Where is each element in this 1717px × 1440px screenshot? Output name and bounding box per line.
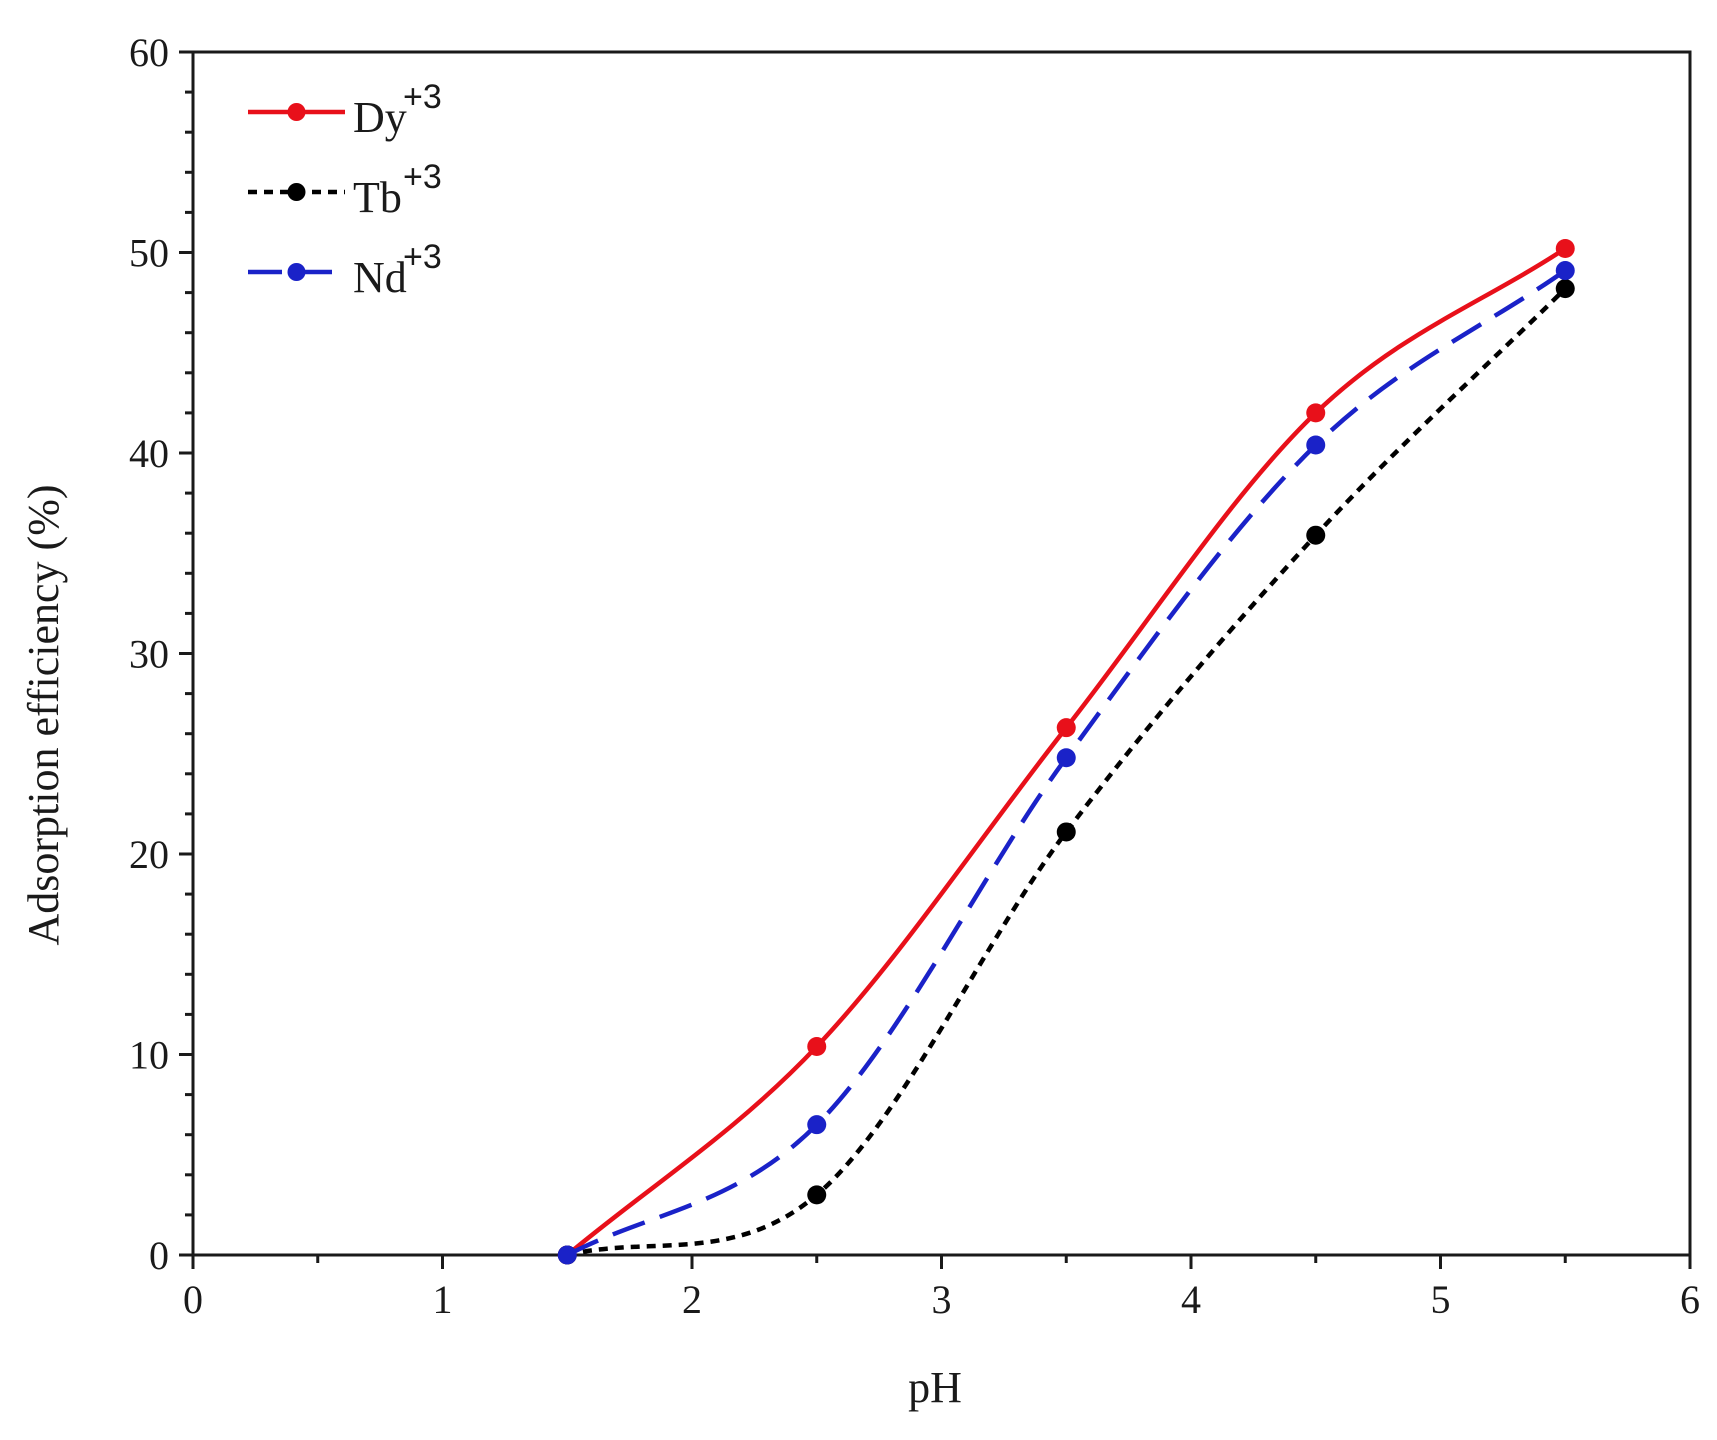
x-tick-label: 0 bbox=[183, 1277, 203, 1322]
legend-item-nd: Nd+3 bbox=[248, 238, 442, 302]
y-axis: 0 10 20 30 40 50 60 bbox=[129, 30, 193, 1278]
legend-superscript: +3 bbox=[403, 238, 442, 276]
legend-item-tb: Tb +3 bbox=[248, 158, 442, 222]
legend-item-dy: Dy+3 bbox=[248, 78, 442, 142]
y-tick-label: 10 bbox=[129, 1033, 169, 1078]
data-point bbox=[1056, 822, 1076, 842]
legend: Dy+3Tb +3Nd+3 bbox=[248, 78, 442, 302]
legend-label: Nd bbox=[353, 253, 407, 302]
data-point bbox=[807, 1185, 827, 1205]
y-tick-label: 40 bbox=[129, 431, 169, 476]
legend-label: Dy bbox=[353, 93, 407, 142]
data-point bbox=[1555, 238, 1575, 258]
data-point bbox=[1306, 525, 1326, 545]
y-tick-label: 60 bbox=[129, 30, 169, 75]
legend-marker bbox=[287, 263, 306, 281]
x-axis-title: pH bbox=[908, 1363, 962, 1412]
x-tick-label: 1 bbox=[433, 1277, 453, 1322]
data-point bbox=[807, 1115, 827, 1135]
legend-marker bbox=[287, 183, 306, 201]
data-point bbox=[1056, 718, 1076, 738]
x-tick-label: 6 bbox=[1680, 1277, 1700, 1322]
y-tick-label: 50 bbox=[129, 231, 169, 276]
data-point bbox=[1056, 748, 1076, 768]
data-point bbox=[1306, 403, 1326, 423]
data-point bbox=[1306, 435, 1326, 455]
y-tick-label: 20 bbox=[129, 832, 169, 877]
data-point bbox=[807, 1036, 827, 1056]
legend-superscript: +3 bbox=[403, 78, 442, 116]
legend-marker bbox=[287, 103, 306, 121]
y-axis-title: Adsorption efficiency (%) bbox=[19, 484, 68, 945]
x-axis: 0 1 2 3 4 5 6 bbox=[183, 1255, 1700, 1322]
data-point bbox=[1555, 279, 1575, 299]
y-tick-label: 0 bbox=[149, 1233, 169, 1278]
x-tick-label: 2 bbox=[682, 1277, 702, 1322]
series-layer bbox=[557, 238, 1575, 1265]
series-line bbox=[566, 286, 1567, 1258]
x-tick-label: 4 bbox=[1181, 1277, 1201, 1322]
data-point bbox=[1555, 261, 1575, 281]
series-nd bbox=[557, 261, 1575, 1265]
legend-label: Tb bbox=[353, 173, 402, 222]
y-tick-label: 30 bbox=[129, 632, 169, 677]
x-tick-label: 3 bbox=[932, 1277, 952, 1322]
x-tick-label: 5 bbox=[1431, 1277, 1451, 1322]
legend-superscript: +3 bbox=[403, 158, 442, 196]
data-point bbox=[557, 1245, 577, 1265]
